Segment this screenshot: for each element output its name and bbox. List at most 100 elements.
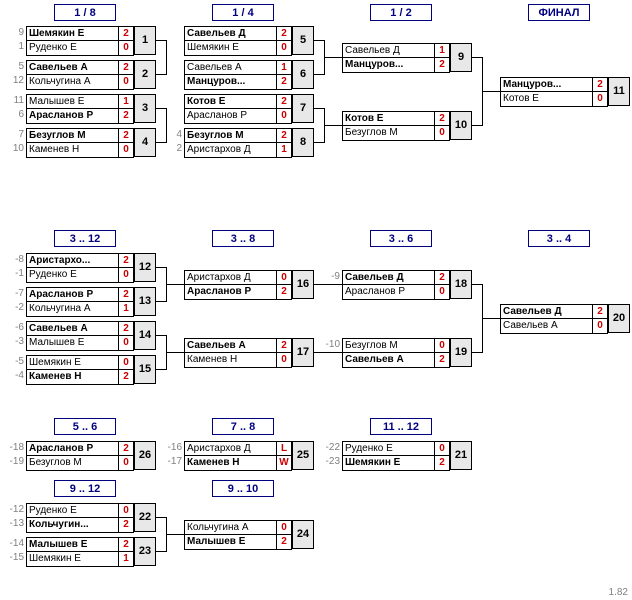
match-row[interactable]: Аристархов Д1 — [184, 143, 292, 158]
match-number: 3 — [134, 94, 156, 123]
match-row[interactable]: Безуглов М2 — [26, 128, 134, 143]
match-row[interactable]: Котов Е2 — [184, 94, 292, 109]
match-number: 13 — [134, 287, 156, 316]
match-row[interactable]: Манцуров...2 — [342, 58, 450, 73]
seed-number: -1 — [6, 268, 24, 279]
match: Савельев А1Манцуров...2 — [184, 60, 292, 90]
match-row[interactable]: Арасланов Р2 — [26, 109, 134, 124]
seed-number: 12 — [6, 75, 24, 86]
match-row[interactable]: Шемякин Е1 — [26, 552, 134, 567]
player-name: Руденко Е — [27, 41, 119, 55]
match-row[interactable]: Каменев НW — [184, 456, 292, 471]
player-name: Савельев Д — [343, 271, 435, 284]
player-score: 2 — [119, 538, 133, 551]
player-score: 0 — [119, 504, 133, 517]
seed-number: 1 — [6, 41, 24, 52]
match-row[interactable]: Малышев Е1 — [26, 94, 134, 109]
match: Арасланов Р2Кольчугина А1 — [26, 287, 134, 317]
match-row[interactable]: Котов Е0 — [500, 92, 608, 107]
match-row[interactable]: Арасланов Р2 — [26, 287, 134, 302]
match-row[interactable]: Шемякин Е0 — [184, 41, 292, 56]
match-row[interactable]: Шемякин Е0 — [26, 355, 134, 370]
match-row[interactable]: Руденко Е0 — [26, 41, 134, 56]
match-row[interactable]: Безуглов М0 — [342, 126, 450, 141]
match-row[interactable]: Савельев Д1 — [342, 43, 450, 58]
player-name: Савельев А — [501, 319, 593, 333]
match: Котов Е2Арасланов Р0 — [184, 94, 292, 124]
match-row[interactable]: Безуглов М2 — [184, 128, 292, 143]
match-row[interactable]: Кольчугина А1 — [26, 302, 134, 317]
player-score: 2 — [277, 129, 291, 142]
connector — [156, 74, 166, 75]
match-row[interactable]: Безуглов М0 — [26, 456, 134, 471]
match-row[interactable]: Кольчугина А0 — [26, 75, 134, 90]
match-row[interactable]: Савельев А1 — [184, 60, 292, 75]
player-name: Малышев Е — [27, 336, 119, 350]
seed-number: -6 — [6, 322, 24, 333]
round-header: 3 .. 6 — [370, 230, 432, 247]
player-score: 2 — [277, 535, 291, 549]
match-number: 6 — [292, 60, 314, 89]
match-row[interactable]: Аристархо...2 — [26, 253, 134, 268]
match-row[interactable]: Безуглов М0 — [342, 338, 450, 353]
player-score: 1 — [119, 95, 133, 108]
match-number: 19 — [450, 338, 472, 367]
match-number: 24 — [292, 520, 314, 549]
match-row[interactable]: Котов Е2 — [342, 111, 450, 126]
seed-number: 10 — [6, 143, 24, 154]
match-row[interactable]: Шемякин Е2 — [26, 26, 134, 41]
player-name: Шемякин Е — [343, 456, 435, 470]
match-row[interactable]: Каменев Н0 — [26, 143, 134, 158]
match: Котов Е2Безуглов М0 — [342, 111, 450, 141]
match-row[interactable]: Руденко Е0 — [26, 268, 134, 283]
match-row[interactable]: Аристархов Д0 — [184, 270, 292, 285]
match-row[interactable]: Арасланов Р2 — [184, 285, 292, 300]
match-row[interactable]: Манцуров...2 — [184, 75, 292, 90]
match-row[interactable]: Каменев Н0 — [184, 353, 292, 368]
match-row[interactable]: Шемякин Е2 — [342, 456, 450, 471]
player-name: Шемякин Е — [27, 356, 119, 369]
match-row[interactable]: Малышев Е2 — [184, 535, 292, 550]
match-number: 2 — [134, 60, 156, 89]
connector — [156, 335, 166, 336]
match-row[interactable]: Савельев А2 — [342, 353, 450, 368]
connector — [156, 40, 166, 41]
seed-number: -18 — [6, 442, 24, 453]
match-row[interactable]: Руденко Е0 — [342, 441, 450, 456]
connector — [472, 57, 482, 58]
match-row[interactable]: Кольчугин...2 — [26, 518, 134, 533]
match-row[interactable]: Малышев Е2 — [26, 537, 134, 552]
seed-number: 11 — [6, 95, 24, 106]
match-row[interactable]: Аристархов ДL — [184, 441, 292, 456]
match-row[interactable]: Савельев А2 — [26, 321, 134, 336]
seed-number: -3 — [6, 336, 24, 347]
match-row[interactable]: Савельев Д2 — [184, 26, 292, 41]
match-row[interactable]: Арасланов Р2 — [26, 441, 134, 456]
match-row[interactable]: Савельев Д2 — [500, 304, 608, 319]
match: Безуглов М0Савельев А2 — [342, 338, 450, 368]
match-row[interactable]: Савельев Д2 — [342, 270, 450, 285]
round-header: 1 / 8 — [54, 4, 116, 21]
match-row[interactable]: Савельев А0 — [500, 319, 608, 334]
version-label: 1.82 — [609, 587, 628, 598]
player-name: Шемякин Е — [27, 552, 119, 566]
match: Арасланов Р2Безуглов М0 — [26, 441, 134, 471]
seed-number: -13 — [6, 518, 24, 529]
player-score: 2 — [435, 112, 449, 125]
match-row[interactable]: Кольчугина А0 — [184, 520, 292, 535]
match-row[interactable]: Малышев Е0 — [26, 336, 134, 351]
player-score: 0 — [119, 75, 133, 89]
match-row[interactable]: Савельев А2 — [184, 338, 292, 353]
player-score: 2 — [119, 518, 133, 532]
match-row[interactable]: Каменев Н2 — [26, 370, 134, 385]
seed-number: 5 — [6, 61, 24, 72]
match-row[interactable]: Савельев А2 — [26, 60, 134, 75]
match-row[interactable]: Руденко Е0 — [26, 503, 134, 518]
match-row[interactable]: Манцуров...2 — [500, 77, 608, 92]
match-row[interactable]: Арасланов Р0 — [342, 285, 450, 300]
match-row[interactable]: Арасланов Р0 — [184, 109, 292, 124]
connector — [156, 551, 166, 552]
match-number: 17 — [292, 338, 314, 367]
seed-number: -7 — [6, 288, 24, 299]
connector — [314, 352, 342, 353]
